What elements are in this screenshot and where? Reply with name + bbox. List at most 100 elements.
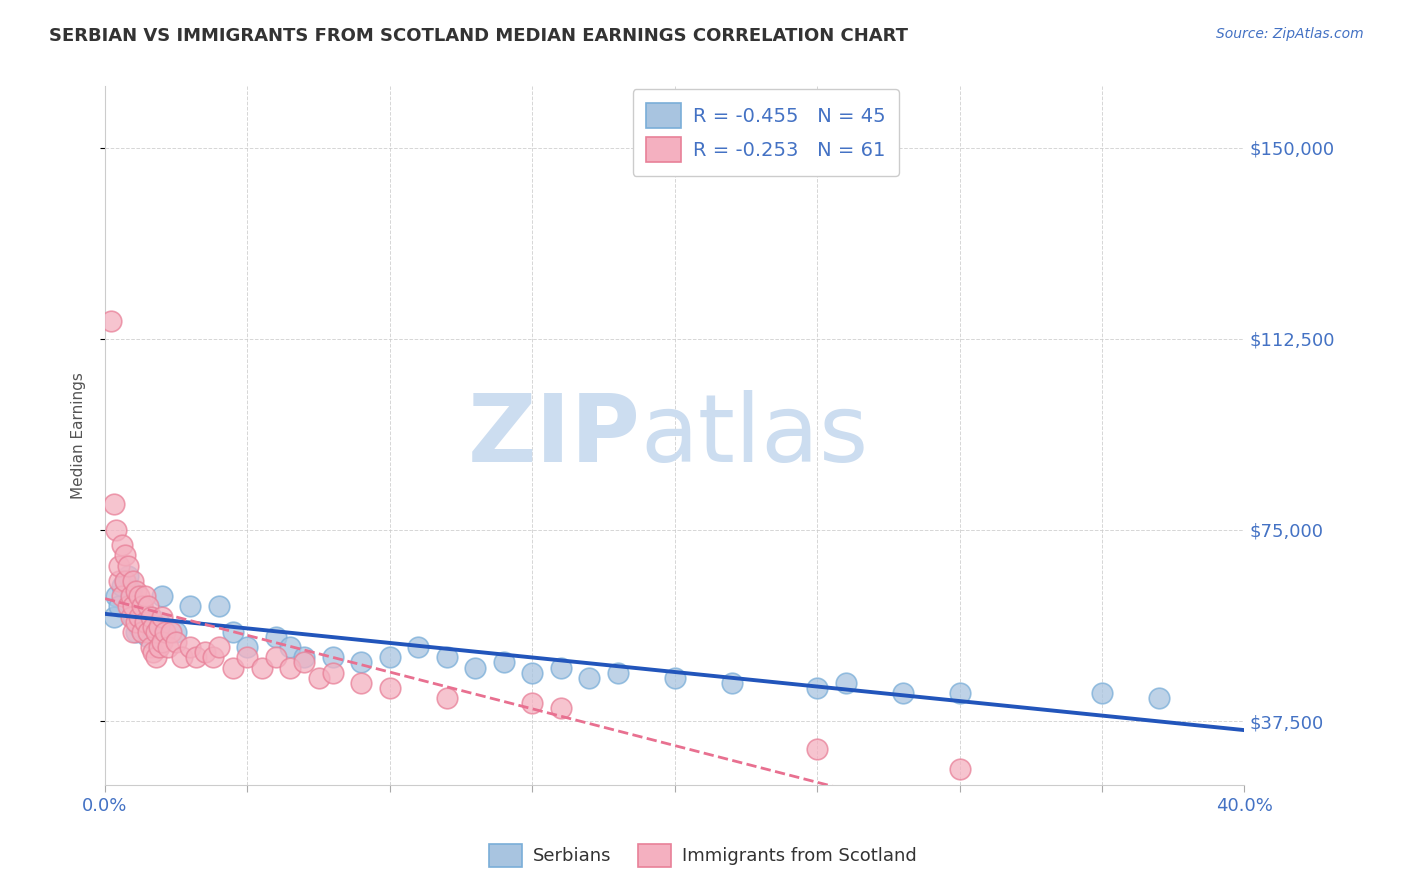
Point bbox=[948, 763, 970, 777]
Point bbox=[948, 686, 970, 700]
Text: ZIP: ZIP bbox=[468, 390, 641, 482]
Point bbox=[103, 497, 125, 511]
Point bbox=[436, 691, 458, 706]
Point bbox=[150, 635, 173, 649]
Point bbox=[128, 620, 150, 634]
Point bbox=[292, 650, 315, 665]
Point bbox=[208, 599, 231, 614]
Point bbox=[145, 624, 167, 639]
Point bbox=[492, 656, 515, 670]
Point bbox=[100, 314, 122, 328]
Point bbox=[208, 640, 231, 654]
Point bbox=[148, 615, 170, 629]
Point bbox=[108, 599, 131, 614]
Point bbox=[322, 650, 344, 665]
Point bbox=[806, 681, 828, 695]
Point bbox=[1091, 686, 1114, 700]
Point bbox=[139, 609, 162, 624]
Point bbox=[148, 620, 170, 634]
Point bbox=[720, 675, 742, 690]
Point bbox=[111, 589, 134, 603]
Point bbox=[179, 640, 201, 654]
Point bbox=[250, 660, 273, 674]
Point bbox=[120, 609, 142, 624]
Point bbox=[117, 599, 139, 614]
Point bbox=[236, 650, 259, 665]
Point bbox=[378, 681, 401, 695]
Point bbox=[139, 640, 162, 654]
Point bbox=[125, 624, 148, 639]
Point bbox=[131, 624, 153, 639]
Point bbox=[145, 650, 167, 665]
Point bbox=[148, 640, 170, 654]
Point bbox=[522, 696, 544, 710]
Point bbox=[136, 630, 159, 644]
Point bbox=[186, 650, 208, 665]
Point bbox=[120, 589, 142, 603]
Point bbox=[165, 624, 187, 639]
Point bbox=[550, 660, 572, 674]
Point bbox=[105, 523, 128, 537]
Point bbox=[1147, 691, 1170, 706]
Point bbox=[108, 574, 131, 588]
Text: atlas: atlas bbox=[641, 390, 869, 482]
Point bbox=[125, 584, 148, 599]
Point bbox=[522, 665, 544, 680]
Point bbox=[194, 645, 217, 659]
Point bbox=[170, 650, 193, 665]
Point bbox=[664, 671, 686, 685]
Y-axis label: Median Earnings: Median Earnings bbox=[72, 372, 86, 499]
Point bbox=[103, 609, 125, 624]
Point bbox=[806, 742, 828, 756]
Point bbox=[131, 599, 153, 614]
Point bbox=[550, 701, 572, 715]
Point bbox=[179, 599, 201, 614]
Point bbox=[264, 650, 287, 665]
Point bbox=[134, 615, 156, 629]
Point bbox=[436, 650, 458, 665]
Point bbox=[125, 615, 148, 629]
Text: SERBIAN VS IMMIGRANTS FROM SCOTLAND MEDIAN EARNINGS CORRELATION CHART: SERBIAN VS IMMIGRANTS FROM SCOTLAND MEDI… bbox=[49, 27, 908, 45]
Point bbox=[165, 635, 187, 649]
Point bbox=[120, 584, 142, 599]
Point bbox=[114, 549, 136, 563]
Point bbox=[122, 599, 145, 614]
Point bbox=[322, 665, 344, 680]
Point bbox=[142, 624, 165, 639]
Point bbox=[105, 589, 128, 603]
Point bbox=[464, 660, 486, 674]
Point bbox=[606, 665, 628, 680]
Point bbox=[142, 645, 165, 659]
Point bbox=[350, 656, 373, 670]
Point bbox=[145, 620, 167, 634]
Point bbox=[222, 624, 245, 639]
Point bbox=[378, 650, 401, 665]
Point bbox=[128, 589, 150, 603]
Point bbox=[150, 609, 173, 624]
Point bbox=[891, 686, 914, 700]
Point bbox=[117, 558, 139, 573]
Point bbox=[153, 624, 176, 639]
Point bbox=[222, 660, 245, 674]
Point bbox=[139, 609, 162, 624]
Point bbox=[264, 630, 287, 644]
Point bbox=[408, 640, 430, 654]
Point bbox=[122, 609, 145, 624]
Point bbox=[134, 589, 156, 603]
Point bbox=[134, 615, 156, 629]
Point bbox=[278, 660, 301, 674]
Point bbox=[159, 624, 181, 639]
Point bbox=[122, 624, 145, 639]
Point bbox=[142, 620, 165, 634]
Point bbox=[202, 650, 225, 665]
Point bbox=[150, 589, 173, 603]
Point bbox=[156, 640, 179, 654]
Point bbox=[350, 675, 373, 690]
Text: Source: ZipAtlas.com: Source: ZipAtlas.com bbox=[1216, 27, 1364, 41]
Point bbox=[236, 640, 259, 654]
Legend: R = -0.455   N = 45, R = -0.253   N = 61: R = -0.455 N = 45, R = -0.253 N = 61 bbox=[633, 89, 898, 176]
Point bbox=[578, 671, 600, 685]
Point bbox=[122, 574, 145, 588]
Point bbox=[128, 609, 150, 624]
Point bbox=[278, 640, 301, 654]
